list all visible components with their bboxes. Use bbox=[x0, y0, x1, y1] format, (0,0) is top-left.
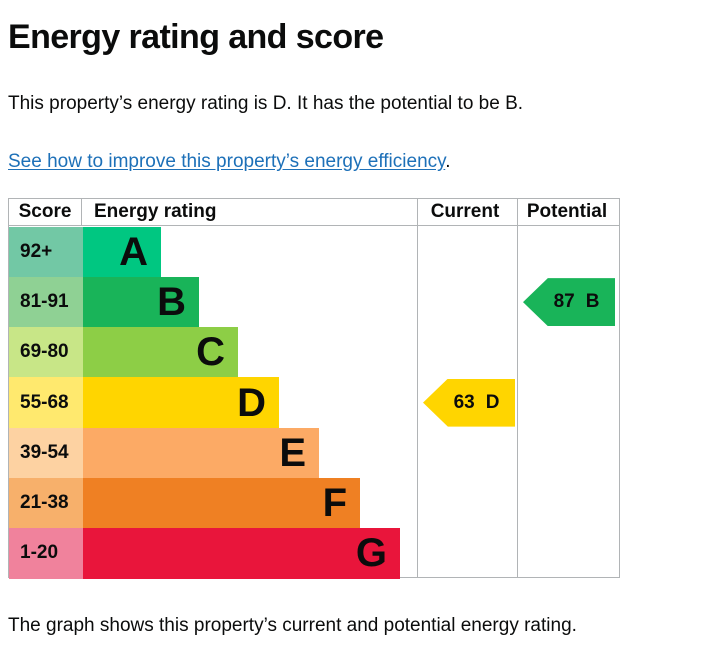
page-title: Energy rating and score bbox=[8, 18, 384, 56]
band-rows: 92+ A 81-91 B 69-80 C 55-68 bbox=[9, 226, 619, 579]
band-row-f: 21-38 F bbox=[9, 478, 619, 529]
column-header-potential: Potential bbox=[526, 200, 608, 222]
chart-header-row: Score Energy rating Current Potential bbox=[9, 198, 619, 226]
score-range-f: 21-38 bbox=[9, 478, 83, 529]
band-row-a: 92+ A bbox=[9, 226, 619, 277]
band-letter-c: C bbox=[196, 330, 225, 375]
band-letter-b: B bbox=[157, 280, 186, 325]
energy-rating-chart: Score Energy rating Current Potential 92… bbox=[8, 197, 620, 579]
score-range-c: 69-80 bbox=[9, 327, 83, 378]
score-range-d: 55-68 bbox=[9, 377, 83, 428]
improve-efficiency-link[interactable]: See how to improve this property’s energ… bbox=[8, 150, 446, 172]
current-score-value: 63 bbox=[453, 391, 475, 413]
score-range-a: 92+ bbox=[9, 226, 83, 277]
band-bar-g: G bbox=[83, 528, 400, 579]
score-range-b: 81-91 bbox=[9, 276, 83, 328]
band-row-g: 1-20 G bbox=[9, 528, 619, 579]
band-letter-e: E bbox=[279, 430, 306, 475]
column-header-score: Score bbox=[9, 198, 82, 225]
potential-score-value: 87 bbox=[553, 291, 575, 313]
band-row-e: 39-54 E bbox=[9, 427, 619, 479]
band-bar-b: B bbox=[83, 276, 199, 328]
band-letter-d: D bbox=[237, 380, 266, 425]
page: Energy rating and score This property’s … bbox=[0, 18, 727, 637]
intro-text: This property’s energy rating is D. It h… bbox=[8, 93, 524, 115]
improve-link-suffix: . bbox=[445, 150, 451, 172]
band-bar-a: A bbox=[83, 226, 161, 277]
current-band-letter: D bbox=[485, 391, 500, 413]
band-row-b: 81-91 B bbox=[9, 276, 619, 328]
score-range-g: 1-20 bbox=[9, 528, 83, 579]
improve-link-line: See how to improve this property’s energ… bbox=[8, 151, 727, 174]
band-letter-f: F bbox=[322, 481, 347, 526]
potential-column-divider bbox=[517, 198, 518, 577]
band-letter-g: G bbox=[355, 531, 387, 576]
band-row-d: 55-68 D bbox=[9, 377, 619, 428]
band-letter-a: A bbox=[119, 229, 148, 274]
chart-caption: The graph shows this property’s current … bbox=[8, 614, 577, 636]
potential-band-letter: B bbox=[585, 291, 600, 313]
band-bar-f: F bbox=[83, 478, 360, 529]
column-header-current: Current bbox=[430, 200, 500, 222]
band-bar-d: D bbox=[83, 377, 279, 428]
column-header-rating: Energy rating bbox=[94, 200, 217, 222]
band-row-c: 69-80 C bbox=[9, 327, 619, 378]
current-column-divider bbox=[417, 198, 418, 577]
score-range-e: 39-54 bbox=[9, 427, 83, 479]
band-bar-e: E bbox=[83, 427, 319, 479]
band-bar-c: C bbox=[83, 327, 238, 378]
